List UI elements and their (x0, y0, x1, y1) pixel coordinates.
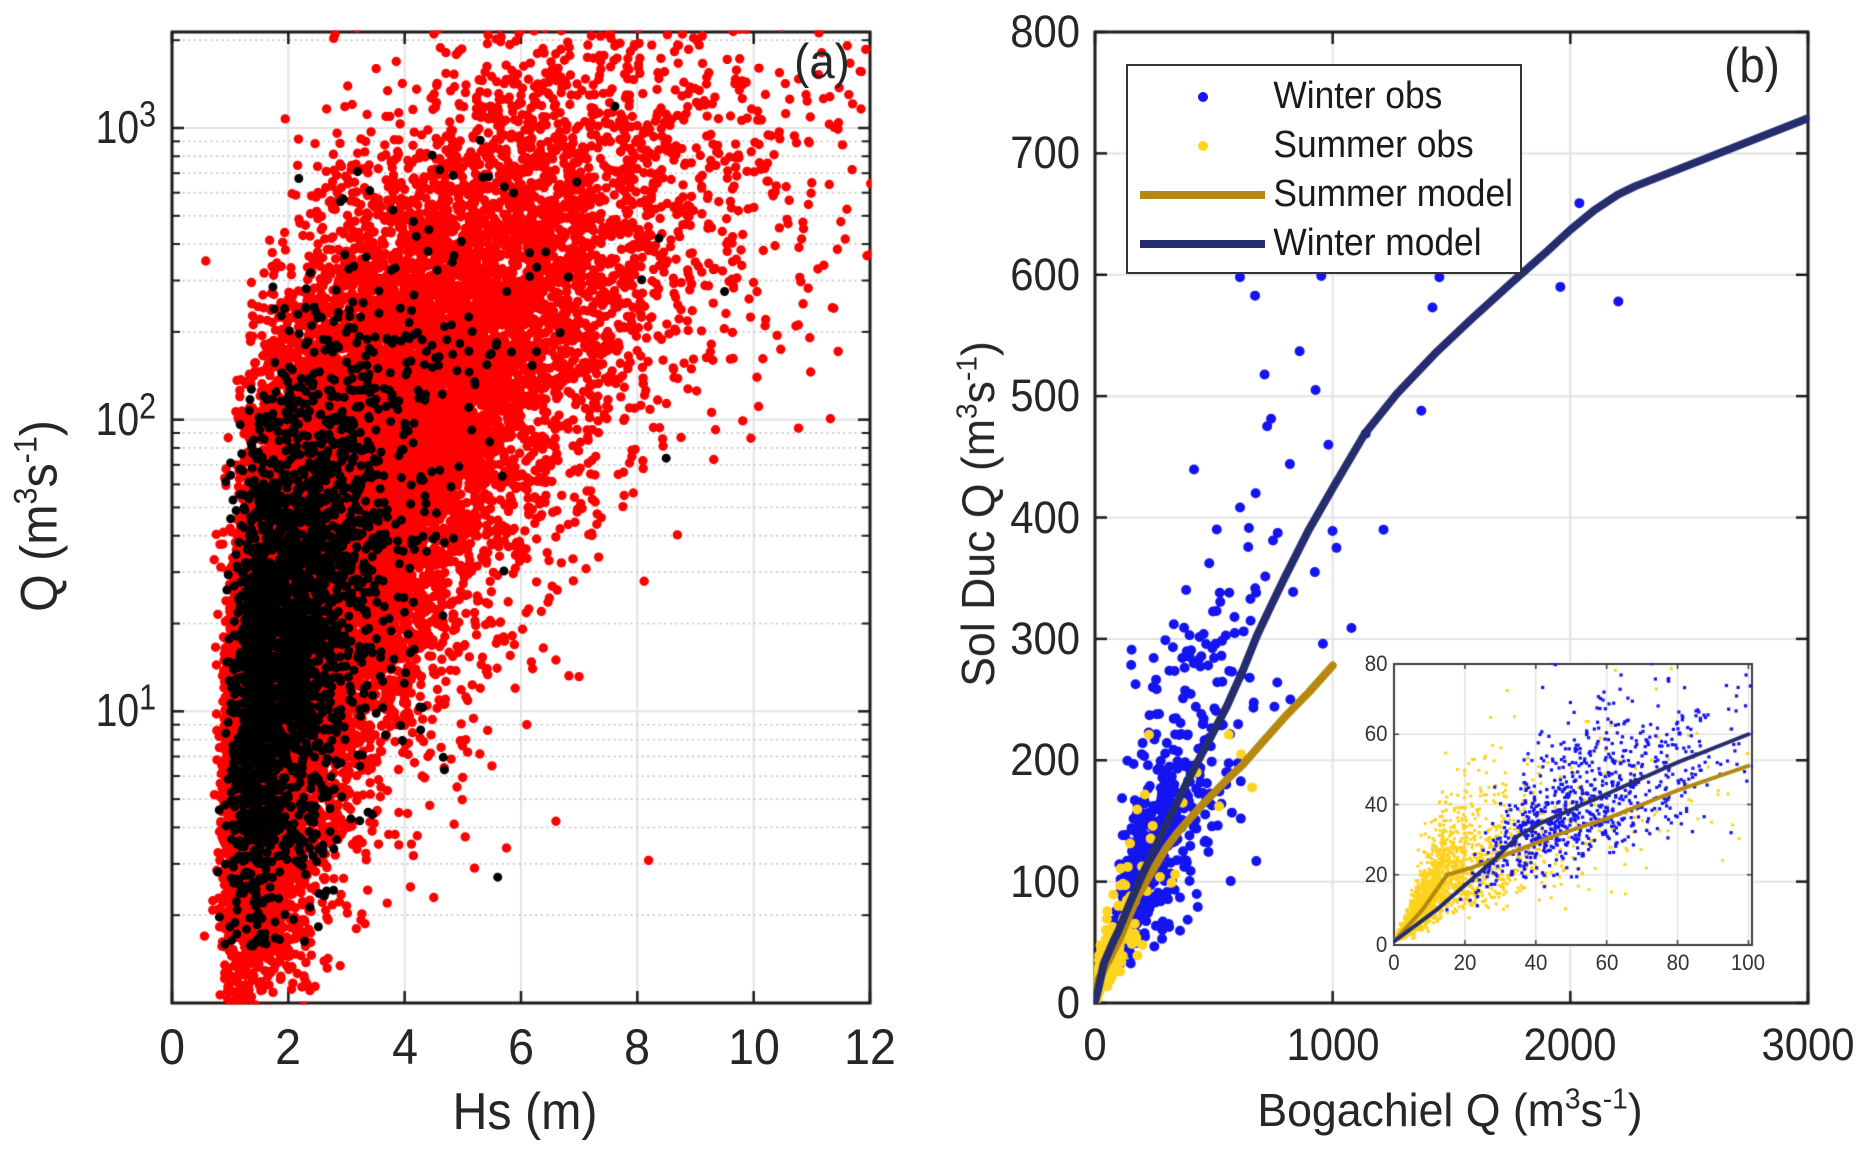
winter-obs-marker-icon (1198, 91, 1208, 102)
panel-a-tag: (a) (794, 35, 850, 89)
panel-b-y-label-supm1: -1 (951, 356, 984, 382)
panel-b-y-label-post: ) (952, 341, 1004, 357)
inset-y-tick-20: 20 (1364, 861, 1387, 887)
panel-a-y-label-sup3: 3 (6, 487, 44, 505)
panel-b-x-label-supm1: -1 (1602, 1083, 1628, 1116)
panel-a-x-tick-0: 0 (159, 1019, 185, 1075)
panel-b-x-tick-3000: 3000 (1761, 1019, 1855, 1070)
panel-a-x-tick-10: 10 (727, 1019, 780, 1075)
legend-marker-cell (1128, 219, 1265, 268)
inset-x-tick-100: 100 (1731, 950, 1766, 975)
panel-b-y-axis-label: Sol Duc Q (m3s-1) (951, 341, 1005, 687)
panel-a-x-axis-label: Hs (m) (452, 1083, 598, 1141)
y-tick-exponent: 3 (139, 94, 156, 135)
panel-b-y-label-sup3: 3 (951, 403, 984, 420)
legend-label: Summer model (1273, 173, 1513, 215)
legend-label: Winter obs (1273, 75, 1443, 117)
panel-b-x-label-sup3: 3 (1564, 1083, 1581, 1116)
winter-model-swatch-icon (1140, 239, 1265, 248)
panel-a-x-tick-6: 6 (508, 1019, 534, 1075)
panel-a-y-label-pre: Q (m (10, 504, 69, 612)
panel-a-y-label-mid: s (10, 463, 69, 488)
legend-label: Summer obs (1273, 124, 1474, 166)
legend-row-summer-obs: Summer obs (1128, 121, 1520, 170)
panel-b-y-label-pre: Sol Duc Q (m (952, 419, 1004, 687)
y-tick-base: 10 (95, 392, 140, 445)
panel-a-y-tick-1e3: 103 (96, 94, 156, 154)
inset-x-tick-20: 20 (1453, 950, 1477, 975)
panel-a-x-tick-2: 2 (275, 1019, 302, 1075)
inset-x-tick-80: 80 (1666, 950, 1689, 975)
panel-b-x-tick-0: 0 (1083, 1019, 1107, 1070)
panel-b-x-axis-label: Bogachiel Q (m3s-1) (1257, 1083, 1642, 1137)
panel-b-y-tick-200: 200 (1010, 734, 1080, 786)
panel-b-y-tick-800: 800 (1010, 6, 1080, 57)
y-tick-base: 10 (95, 100, 140, 153)
legend-row-summer-model: Summer model (1128, 170, 1520, 219)
legend-box: Winter obs Summer obs Summer model Winter m… (1126, 64, 1522, 274)
inset-x-tick-60: 60 (1595, 950, 1619, 975)
panel-b-x-tick-2000: 2000 (1523, 1019, 1617, 1070)
panel-a-y-tick-1e1: 101 (96, 678, 156, 738)
inset-y-tick-60: 60 (1364, 721, 1387, 747)
y-tick-exponent: 2 (139, 385, 156, 426)
summer-obs-marker-icon (1198, 140, 1208, 151)
summer-model-swatch-icon (1140, 190, 1265, 199)
panel-b-y-tick-500: 500 (1010, 370, 1080, 422)
legend-row-winter-obs: Winter obs (1128, 72, 1520, 121)
panel-b-y-tick-100: 100 (1010, 855, 1080, 907)
legend-row-winter-model: Winter model (1128, 219, 1520, 268)
inset-y-tick-40: 40 (1364, 791, 1387, 817)
panel-a-x-tick-4: 4 (391, 1019, 418, 1075)
panel-b-y-tick-600: 600 (1010, 248, 1080, 300)
panel-b-y-label-mid: s (952, 381, 1004, 404)
legend-marker-cell (1128, 72, 1265, 121)
panel-b-y-tick-300: 300 (1010, 612, 1080, 664)
panel-b-x-label-post: ) (1627, 1084, 1643, 1136)
inset-x-tick-0: 0 (1388, 950, 1400, 975)
legend-marker-cell (1128, 170, 1265, 219)
panel-b-tag: (b) (1724, 39, 1780, 93)
panel-a-y-tick-1e2: 102 (96, 386, 156, 446)
panel-a-y-axis-label: Q (m3s-1) (7, 420, 70, 612)
panel-b-x-tick-1000: 1000 (1286, 1019, 1380, 1070)
panel-a-x-tick-8: 8 (624, 1019, 651, 1075)
legend-marker-cell (1128, 121, 1265, 170)
panel-a-y-label-supm1: -1 (6, 436, 44, 464)
inset-y-tick-0: 0 (1375, 932, 1387, 957)
panel-b-x-label-pre: Bogachiel Q (m (1257, 1084, 1565, 1136)
panel-a-x-tick-12: 12 (844, 1019, 896, 1075)
panel-b-y-tick-700: 700 (1010, 127, 1080, 179)
legend-label: Winter model (1273, 222, 1482, 264)
panel-a-y-label-post: ) (10, 420, 69, 437)
y-tick-base: 10 (95, 684, 140, 737)
inset-x-tick-40: 40 (1524, 950, 1548, 975)
y-tick-exponent: 1 (139, 677, 156, 718)
inset-y-tick-80: 80 (1364, 651, 1387, 676)
panel-b-y-tick-400: 400 (1010, 491, 1080, 543)
panel-b-x-label-mid: s (1580, 1084, 1603, 1136)
panel-b-y-tick-0: 0 (1056, 977, 1080, 1028)
